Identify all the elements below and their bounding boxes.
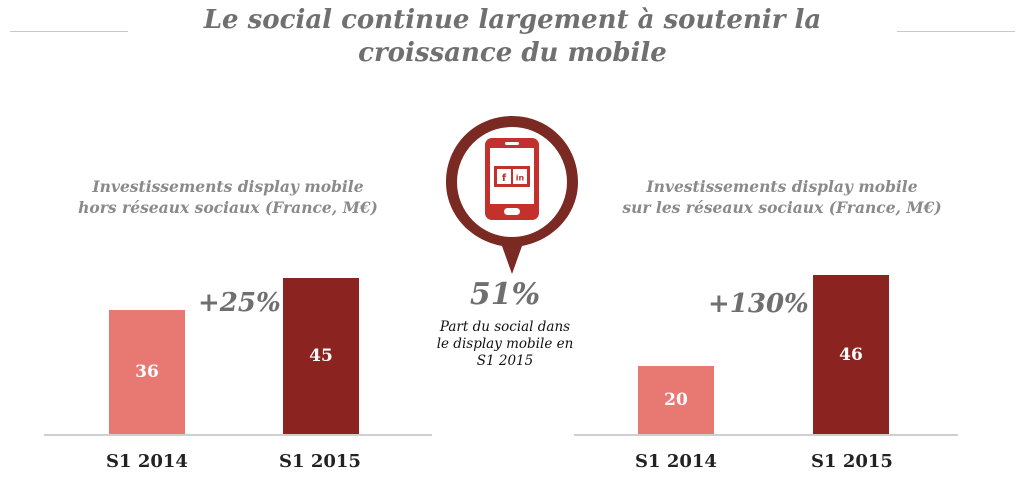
center-caption-line-1: Part du social dans bbox=[439, 319, 571, 335]
left-category-label: S1 2014 bbox=[106, 451, 188, 472]
center-caption-line-2: le display mobile en bbox=[436, 336, 574, 352]
center-caption: Part du social dans le display mobile en… bbox=[425, 319, 585, 370]
right-bar-2014: 20 bbox=[638, 366, 714, 436]
left-bar-2014: 36 bbox=[109, 310, 185, 436]
right-chart-title-line-1: Investissements display mobile bbox=[646, 177, 918, 196]
facebook-icon: f bbox=[502, 173, 507, 184]
left-chart-plot: 36 45 bbox=[44, 260, 432, 436]
page-title: Le social continue largement à soutenir … bbox=[203, 5, 822, 68]
title-rule-left bbox=[10, 31, 128, 32]
center-caption-line-3: S1 2015 bbox=[476, 353, 534, 369]
left-bar-value-label: 45 bbox=[309, 346, 333, 366]
right-bar-2015: 46 bbox=[813, 275, 889, 436]
left-chart-axis bbox=[44, 434, 432, 436]
center-percentage: 51% bbox=[469, 277, 541, 312]
left-growth-label: +25% bbox=[198, 288, 281, 318]
right-chart-plot: 20 46 bbox=[574, 250, 958, 436]
left-chart-title: Investissements display mobile hors rése… bbox=[48, 176, 408, 218]
linkedin-icon: in bbox=[516, 174, 525, 183]
title-rule-right bbox=[897, 31, 1015, 32]
left-bar-2015: 45 bbox=[283, 278, 359, 436]
right-chart-axis bbox=[574, 434, 958, 436]
right-bar-value-label: 20 bbox=[664, 390, 688, 410]
right-chart-title: Investissements display mobile sur les r… bbox=[602, 176, 962, 218]
right-category-label: S1 2014 bbox=[635, 451, 717, 472]
left-category-label: S1 2015 bbox=[279, 451, 361, 472]
center-pin: f in bbox=[442, 112, 582, 282]
left-chart-title-line-1: Investissements display mobile bbox=[92, 177, 364, 196]
left-bar-value-label: 36 bbox=[135, 362, 159, 382]
right-growth-label: +130% bbox=[708, 289, 809, 319]
right-bar-value-label: 46 bbox=[839, 344, 863, 365]
right-chart-title-line-2: sur les réseaux sociaux (France, M€) bbox=[622, 198, 942, 217]
left-chart-title-line-2: hors réseaux sociaux (France, M€) bbox=[78, 198, 378, 217]
right-category-label: S1 2015 bbox=[811, 451, 893, 472]
smartphone-social-icon: f in bbox=[446, 116, 578, 274]
